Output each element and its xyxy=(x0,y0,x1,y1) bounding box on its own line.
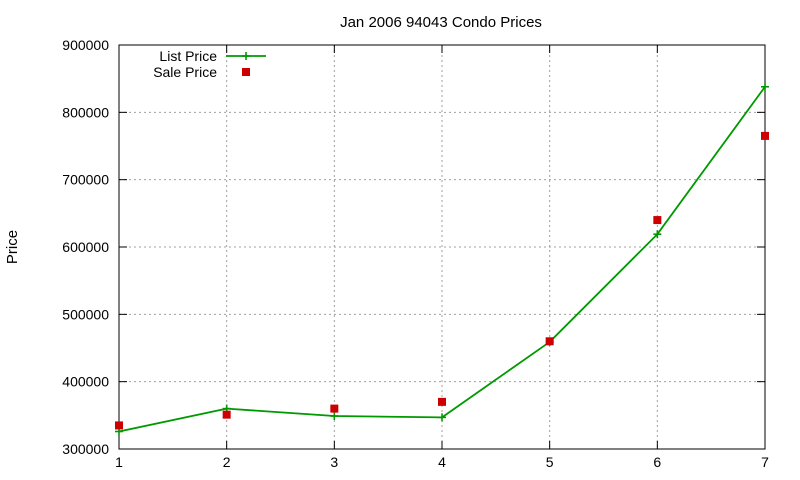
legend-label: List Price xyxy=(159,48,217,64)
list-price-point xyxy=(761,82,769,91)
sale-price-point xyxy=(330,404,339,413)
x-tick-label: 3 xyxy=(330,454,338,470)
x-tick-label: 2 xyxy=(223,454,231,470)
legend-label: Sale Price xyxy=(153,64,217,80)
x-tick-label: 1 xyxy=(115,454,123,470)
sale-price-point xyxy=(438,397,446,406)
x-tick-label: 6 xyxy=(653,454,661,470)
plot-border xyxy=(118,44,766,450)
series xyxy=(115,82,769,436)
x-tick-label: 7 xyxy=(761,454,769,470)
legend-swatch-marker xyxy=(242,52,250,60)
y-tick-label: 500000 xyxy=(62,306,109,322)
y-tick-label: 900000 xyxy=(62,37,109,53)
list-price-line xyxy=(118,86,766,433)
sale-price-point xyxy=(115,421,123,430)
grid xyxy=(119,45,765,449)
y-tick-label: 300000 xyxy=(62,441,109,457)
chart-title: Jan 2006 94043 Condo Prices xyxy=(340,14,542,31)
y-tick-label: 600000 xyxy=(62,239,109,255)
list-price-point xyxy=(653,230,662,239)
sale-price-point xyxy=(222,410,231,419)
y-tick-label: 700000 xyxy=(62,172,109,188)
sale-price-point xyxy=(761,131,769,140)
axes xyxy=(118,44,766,450)
x-tick-label: 4 xyxy=(438,454,446,470)
y-tick-label: 800000 xyxy=(62,104,109,120)
tick-labels: 300000 400000 500000 600000 700000 800000 9000… xyxy=(62,37,769,470)
legend-swatch-marker xyxy=(242,68,250,76)
sale-price-point xyxy=(653,216,662,225)
y-axis-label: Price xyxy=(4,230,21,264)
y-tick-label: 400000 xyxy=(62,374,109,390)
list-price-point xyxy=(330,412,339,421)
list-price-point xyxy=(438,413,446,422)
sale-price-point xyxy=(545,337,554,346)
x-tick-label: 5 xyxy=(546,454,554,470)
